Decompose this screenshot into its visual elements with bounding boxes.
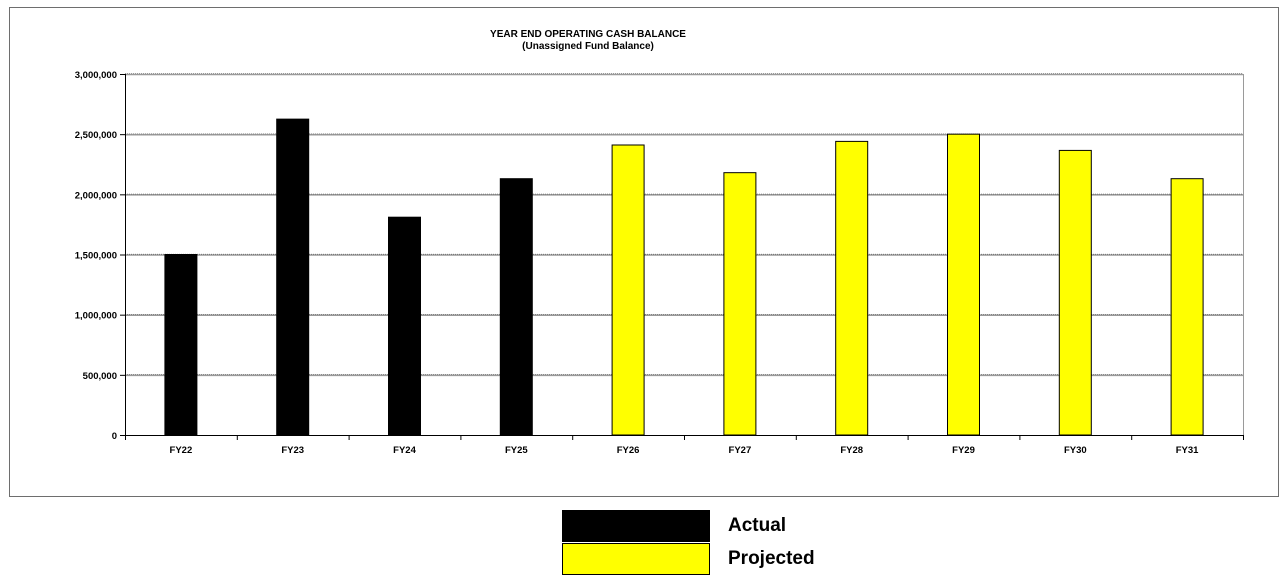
x-tick-label-fy27: FY27 [729,445,752,456]
y-tick-label-3: 1,500,000 [75,251,117,262]
y-tick-label-2: 1,000,000 [75,311,117,322]
bar-chart: YEAR END OPERATING CASH BALANCE (Unassig… [75,29,1244,456]
chart-title: YEAR END OPERATING CASH BALANCE [490,29,686,40]
chart-subtitle: (Unassigned Fund Balance) [522,41,654,52]
y-tick-label-0: 0 [112,431,117,442]
y-tick-label-1: 500,000 [83,371,117,382]
y-tick-label-6: 3,000,000 [75,70,117,81]
legend-label-projected: Projected [728,548,815,569]
x-tick-label-fy25: FY25 [505,445,528,456]
legend-label-actual: Actual [728,515,787,536]
chart-frame: YEAR END OPERATING CASH BALANCE (Unassig… [9,7,1279,497]
x-tick-label-fy23: FY23 [281,445,304,456]
x-tick-label-fy22: FY22 [170,445,193,456]
x-tick-label-fy31: FY31 [1176,445,1199,456]
bar-fy24 [388,216,421,436]
bar-fy30 [1058,149,1092,436]
x-tick-label-fy30: FY30 [1064,445,1087,456]
legend-swatch-projected [562,543,710,575]
legend-item-actual: Actual [562,510,862,544]
x-tick-label-fy26: FY26 [617,445,640,456]
plot-area: 0 500,000 1,000,000 1,500,000 2,000,000 2,500… [75,70,1244,456]
y-tick-label-4: 2,000,000 [75,190,117,201]
bar-fy28 [835,140,869,436]
x-tick-label-fy29: FY29 [952,445,975,456]
x-tick-label-fy24: FY24 [393,445,416,456]
y-tick-label-5: 2,500,000 [75,130,117,141]
bar-fy31 [1170,178,1204,436]
bar-fy27 [723,172,757,436]
legend: Actual Projected [562,510,862,580]
legend-item-projected: Projected [562,543,862,577]
x-tick-label-fy28: FY28 [840,445,863,456]
bar-fy23 [276,118,310,436]
bar-fy25 [499,178,533,436]
legend-swatch-actual [562,510,710,542]
bar-fy26 [611,144,645,436]
bar-fy22 [164,254,198,436]
bar-fy29 [947,133,980,436]
